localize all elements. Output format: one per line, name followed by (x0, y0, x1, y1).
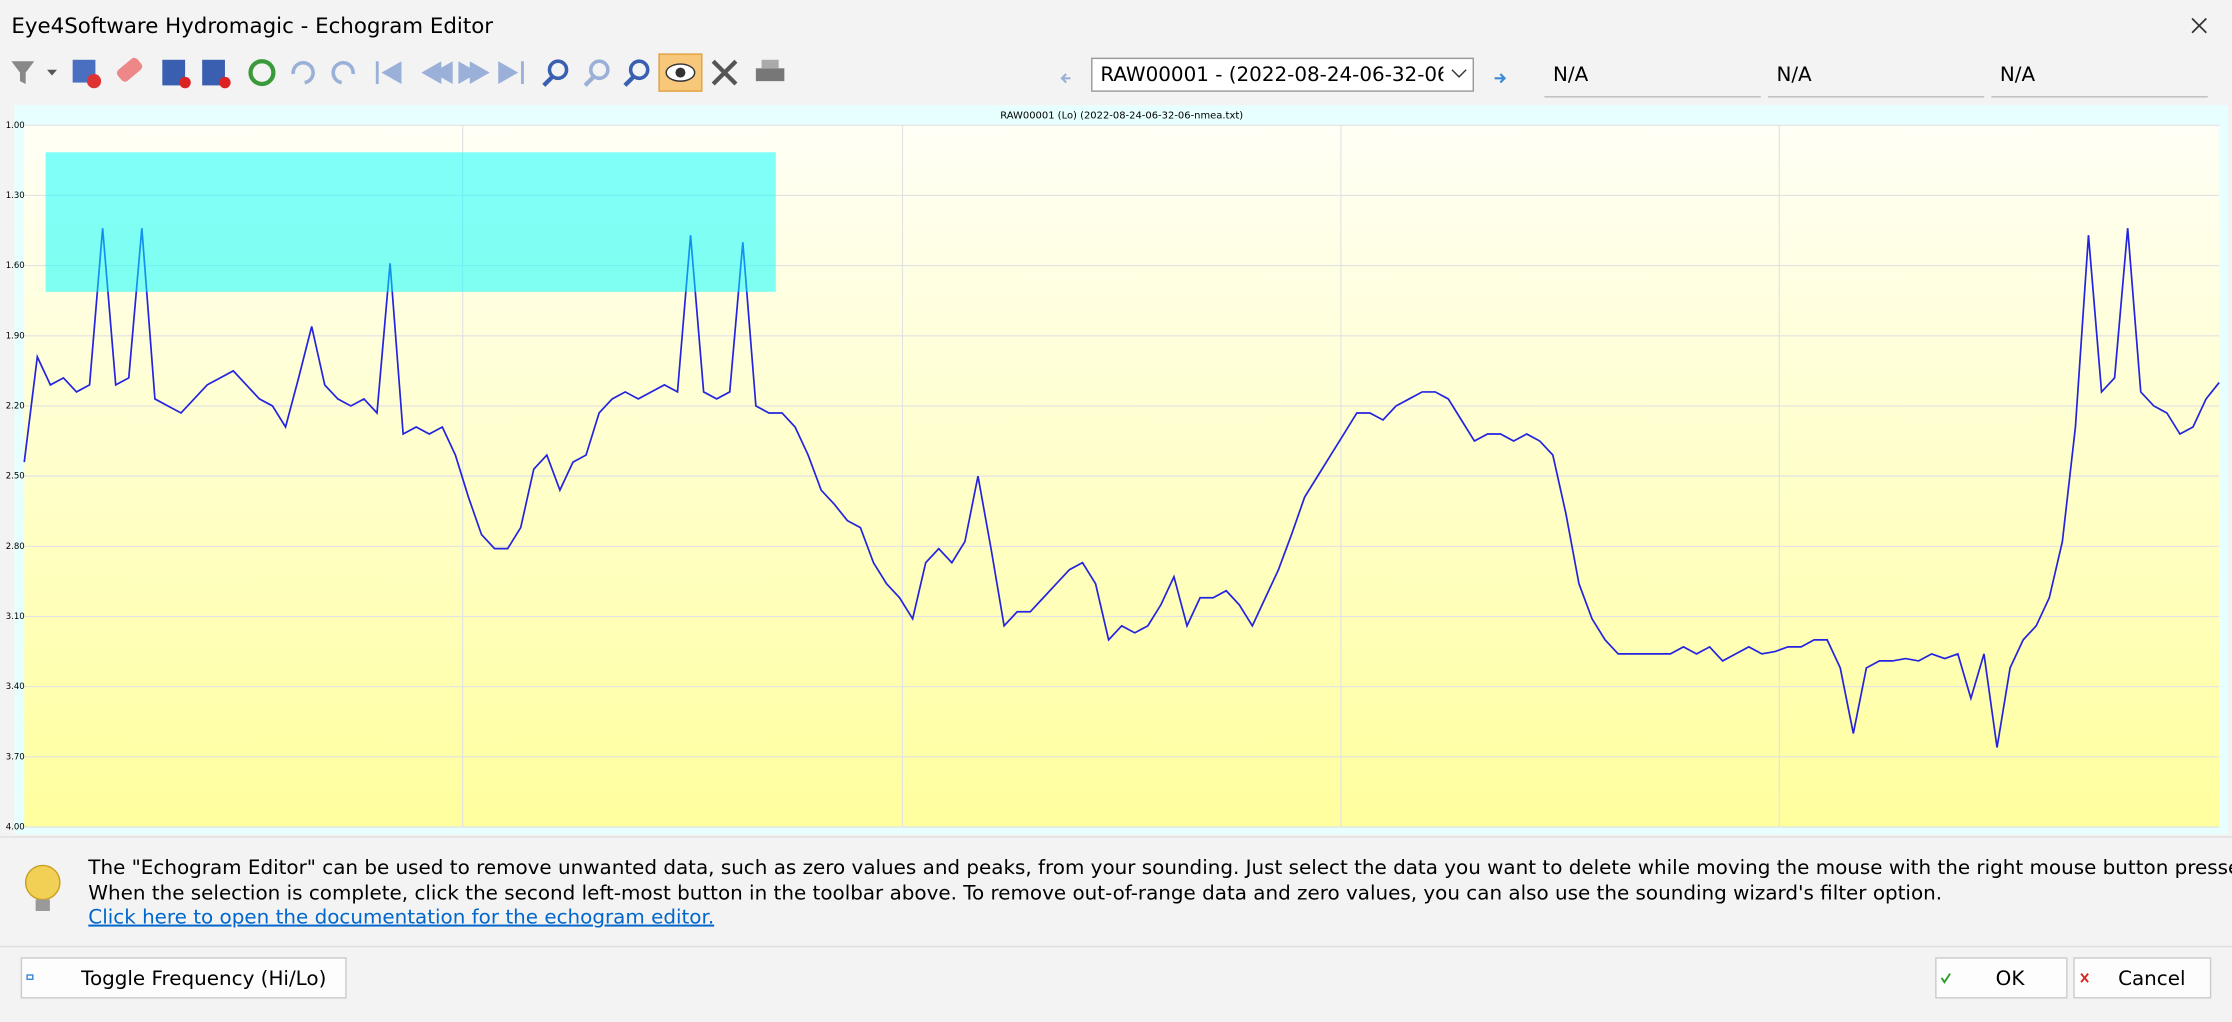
cancel-label: Cancel (2118, 967, 2185, 990)
ok-icon (1940, 973, 1951, 984)
toolbar-icons[interactable] (11, 53, 785, 92)
ok-button[interactable] (1935, 957, 2068, 999)
toggle-icon (26, 974, 34, 981)
next-file[interactable] (1494, 73, 1507, 84)
y-tick-label: 2.80 (6, 542, 25, 552)
file-dropdown[interactable] (1091, 57, 1474, 92)
window-title: Eye4Software Hydromagic - Echogram Edito… (11, 14, 493, 39)
toggle-label: Toggle Frequency (Hi/Lo) (80, 967, 326, 990)
y-tick-label: 1.90 (6, 331, 25, 341)
y-tick-label: 4.00 (6, 822, 25, 832)
chart-title: RAW00001 (Lo) (2022-08-24-06-32-06-nmea.… (1000, 110, 1243, 121)
toggle-button[interactable] (20, 957, 347, 999)
y-tick-label: 2.20 (6, 401, 25, 411)
cancel-button[interactable] (2073, 957, 2212, 999)
info-line: The "Echogram Editor" can be used to rem… (87, 856, 2232, 879)
cancel-icon (2080, 973, 2089, 983)
field-value[interactable]: N/A (2000, 63, 2036, 86)
selection-rectangle (45, 152, 776, 292)
bulb-icon (24, 864, 61, 911)
dropdown-arrow (1451, 69, 1467, 78)
y-tick-label: 1.00 (6, 121, 25, 131)
close-button[interactable] (2191, 17, 2207, 34)
doc-link[interactable]: Click here to open the documentation for… (88, 906, 714, 929)
y-tick-label: 1.60 (6, 261, 25, 271)
field-value[interactable]: N/A (1776, 63, 1812, 86)
y-tick-label: 3.40 (6, 682, 25, 692)
y-tick-label: 2.50 (6, 472, 25, 482)
info-line: When the selection is complete, click th… (88, 881, 1942, 904)
prev-file[interactable] (1060, 73, 1071, 84)
ok-label: OK (1996, 967, 2026, 990)
file-dropdown-text: RAW00001 - (2022-08-24-06-32-06-nme (1100, 63, 1501, 86)
field-value[interactable]: N/A (1553, 63, 1589, 86)
y-tick-label: 3.10 (6, 612, 25, 622)
y-tick-label: 3.70 (6, 752, 25, 762)
y-tick-label: 1.30 (6, 191, 25, 201)
